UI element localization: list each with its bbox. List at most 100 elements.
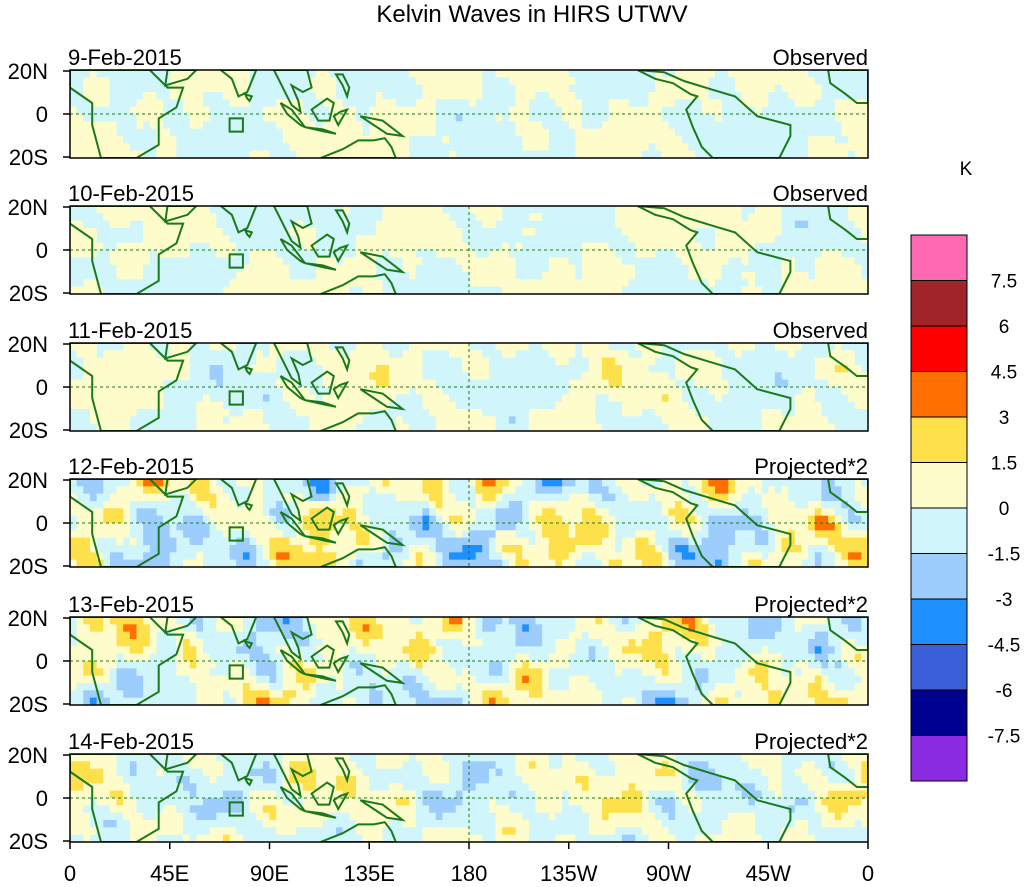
field-cell [96,228,104,236]
field-cell [562,508,570,517]
field-cell [109,372,118,381]
field-cell [655,416,663,425]
field-cell [176,257,184,266]
field-cell [628,350,636,359]
field-cell [708,343,716,351]
field-cell [342,150,350,158]
field-cell [336,242,344,251]
field-cell [542,479,550,487]
field-cell [522,279,530,288]
field-cell [422,379,430,388]
field-cell [442,372,450,381]
field-cell [282,486,290,495]
field-cell [675,228,683,236]
field-cell [269,106,277,115]
field-cell [349,416,357,425]
field-cell [728,242,736,251]
lat-label: 0 [36,375,48,400]
field-cell [828,77,836,86]
field-cell [349,394,357,403]
field-cell [814,343,822,351]
coastline [272,343,313,388]
field-cell [455,357,463,366]
field-cell [355,92,364,100]
field-cell [628,486,636,495]
field-cell [236,70,244,78]
field-cell [854,479,862,487]
field-cell [276,423,284,431]
field-cell [156,508,164,517]
field-cell [402,486,410,495]
field-cell [455,423,463,431]
coastline [70,206,185,294]
field-cell [681,409,689,417]
field-cell [774,143,783,152]
field-cell [568,286,576,294]
field-cell [515,235,523,244]
field-cell [661,121,669,130]
field-cell [469,136,477,144]
field-cell [302,379,310,388]
field-cell [854,228,862,236]
field-cell [768,213,776,222]
field-cell [475,235,483,244]
field-cell [828,235,836,244]
field-cell [143,387,151,395]
field-cell [296,150,304,158]
field-cell [735,423,743,431]
field-cell [548,206,556,214]
field-cell [289,409,297,417]
field-cell [648,77,656,86]
field-cell [695,121,703,130]
field-cell [708,501,716,509]
field-cell [495,250,503,258]
field-cell [522,423,530,431]
field-cell [848,486,856,495]
field-cell [695,143,703,152]
field-cell [548,387,556,395]
field-cell [641,250,650,258]
field-cell [316,213,324,222]
field-cell [621,279,630,288]
field-cell [708,213,716,222]
field-cell [675,350,683,359]
field-cell [781,99,789,108]
field-cell [715,508,723,517]
field-cell [641,423,650,431]
field-cell [741,286,749,294]
field-cell [841,486,849,495]
field-cell [641,220,650,229]
field-cell [828,486,836,495]
field-cell [668,143,676,152]
field-cell [196,84,204,93]
field-cell [495,213,503,222]
field-cell [741,213,749,222]
field-cell [70,70,78,78]
field-cell [788,486,796,495]
field-cell [788,77,796,86]
field-cell [854,84,862,93]
field-cell [515,70,523,78]
field-cell [582,343,590,351]
field-cell [109,493,118,502]
field-cell [482,99,490,108]
field-cell [528,114,536,122]
field-cell [203,70,211,78]
field-cell [508,213,517,222]
field-cell [209,228,217,236]
field-cell [302,106,310,115]
field-cell [515,272,523,280]
field-cell [628,250,636,258]
field-cell [648,493,656,502]
field-cell [588,121,596,130]
field-cell [256,77,264,86]
field-cell [209,272,217,280]
field-cell [568,365,576,373]
field-cell [741,242,749,251]
field-cell [462,257,470,266]
field-cell [355,121,364,130]
field-cell [349,128,357,137]
field-cell [143,379,151,388]
field-cell [469,84,477,93]
field-cell [96,114,104,122]
